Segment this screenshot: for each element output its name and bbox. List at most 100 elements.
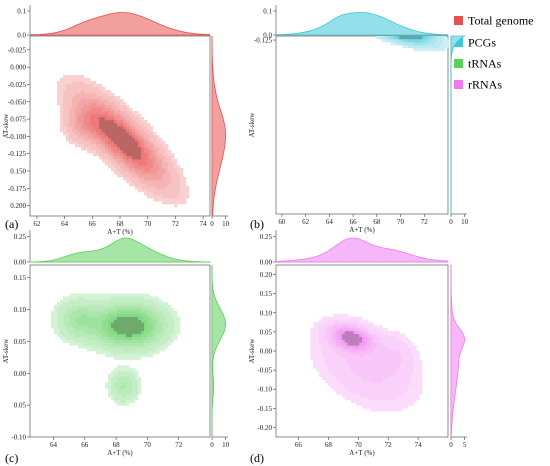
density-cell <box>150 165 154 169</box>
density-cell <box>359 373 363 378</box>
density-cell <box>356 316 360 320</box>
density-cell <box>117 365 121 369</box>
density-cell <box>165 336 169 340</box>
density-cell <box>159 147 163 151</box>
density-cell <box>376 328 380 332</box>
density-cell <box>168 186 172 190</box>
density-cell <box>387 36 391 40</box>
density-cell <box>153 345 157 349</box>
density-cell <box>330 368 334 372</box>
density-cell <box>123 368 127 372</box>
density-cell <box>364 339 369 343</box>
density-cell <box>75 90 79 94</box>
density-cell <box>114 382 118 386</box>
density-cell <box>324 359 328 363</box>
density-cell <box>156 305 160 309</box>
density-cell <box>422 41 426 46</box>
density-cell <box>66 302 70 306</box>
density-cell <box>93 345 97 349</box>
density-cell <box>399 333 403 337</box>
y-tick-label: 0.000 <box>10 64 26 72</box>
density-cell <box>81 144 85 148</box>
density-cell <box>84 293 88 297</box>
density-cell <box>99 114 103 118</box>
x-tick-label: 74 <box>200 220 208 228</box>
density-cell <box>373 405 377 409</box>
density-cell <box>120 348 124 352</box>
density-cell <box>382 396 386 401</box>
density-cell <box>120 150 124 154</box>
density-cell <box>96 328 100 332</box>
density-cell <box>99 87 103 91</box>
density-cell <box>180 180 184 184</box>
density-cell <box>126 138 130 142</box>
density-cell <box>336 316 340 320</box>
density-cell <box>341 368 346 372</box>
density-cell <box>138 310 142 315</box>
density-cell <box>156 168 160 172</box>
density-cell <box>341 316 346 320</box>
density-cell <box>147 171 151 175</box>
density-cell <box>141 330 145 335</box>
density-cell <box>138 330 142 335</box>
density-cell <box>153 177 157 181</box>
density-cell <box>90 120 94 124</box>
density-cell <box>402 359 406 363</box>
density-cell <box>129 396 133 401</box>
density-cell <box>367 399 371 403</box>
density-cell <box>165 168 169 172</box>
density-cell <box>344 362 348 366</box>
density-cell <box>87 132 91 136</box>
density-cell <box>150 313 154 317</box>
density-cell <box>135 162 139 166</box>
density-cell <box>333 325 337 329</box>
density-cell <box>350 348 354 352</box>
density-cell <box>413 379 417 383</box>
density-cell <box>393 371 397 375</box>
density-cell <box>168 168 172 172</box>
density-cell <box>117 305 121 309</box>
density-cell <box>310 353 314 358</box>
density-cell <box>60 316 64 320</box>
density-cell <box>319 356 323 360</box>
density-cell <box>339 333 343 337</box>
density-cell <box>141 353 145 358</box>
density-cell <box>165 319 169 323</box>
density-cell <box>370 322 374 326</box>
density-cell <box>87 328 91 332</box>
density-cell <box>321 373 326 378</box>
density-cell <box>126 168 130 172</box>
density-cell <box>396 379 400 383</box>
density-cell <box>111 111 115 115</box>
density-cell <box>102 330 106 335</box>
density-cell <box>333 319 337 323</box>
density-cell <box>117 123 121 127</box>
density-cell <box>407 359 412 363</box>
density-cell <box>84 325 88 329</box>
density-cell <box>75 319 79 323</box>
density-cell <box>66 84 70 88</box>
density-cell <box>373 388 377 392</box>
density-cell <box>367 336 371 340</box>
density-cell <box>108 391 112 395</box>
density-cell <box>123 296 127 300</box>
density-cell <box>379 362 383 366</box>
density-cell <box>138 171 142 175</box>
density-cell <box>99 96 103 100</box>
density-cell <box>168 180 172 184</box>
density-cell <box>327 342 331 346</box>
density-cell <box>321 316 326 320</box>
density-cell <box>126 391 130 395</box>
density-cell <box>183 195 187 199</box>
density-cell <box>336 348 340 352</box>
density-cell <box>373 351 377 355</box>
density-cell <box>319 359 323 363</box>
density-cell <box>117 356 121 360</box>
density-cell <box>105 328 109 332</box>
density-cell <box>324 325 328 329</box>
density-cell <box>373 396 377 401</box>
density-cell <box>407 379 412 383</box>
density-cell <box>144 153 148 157</box>
density-cell <box>387 399 391 403</box>
density-cell <box>373 336 377 340</box>
